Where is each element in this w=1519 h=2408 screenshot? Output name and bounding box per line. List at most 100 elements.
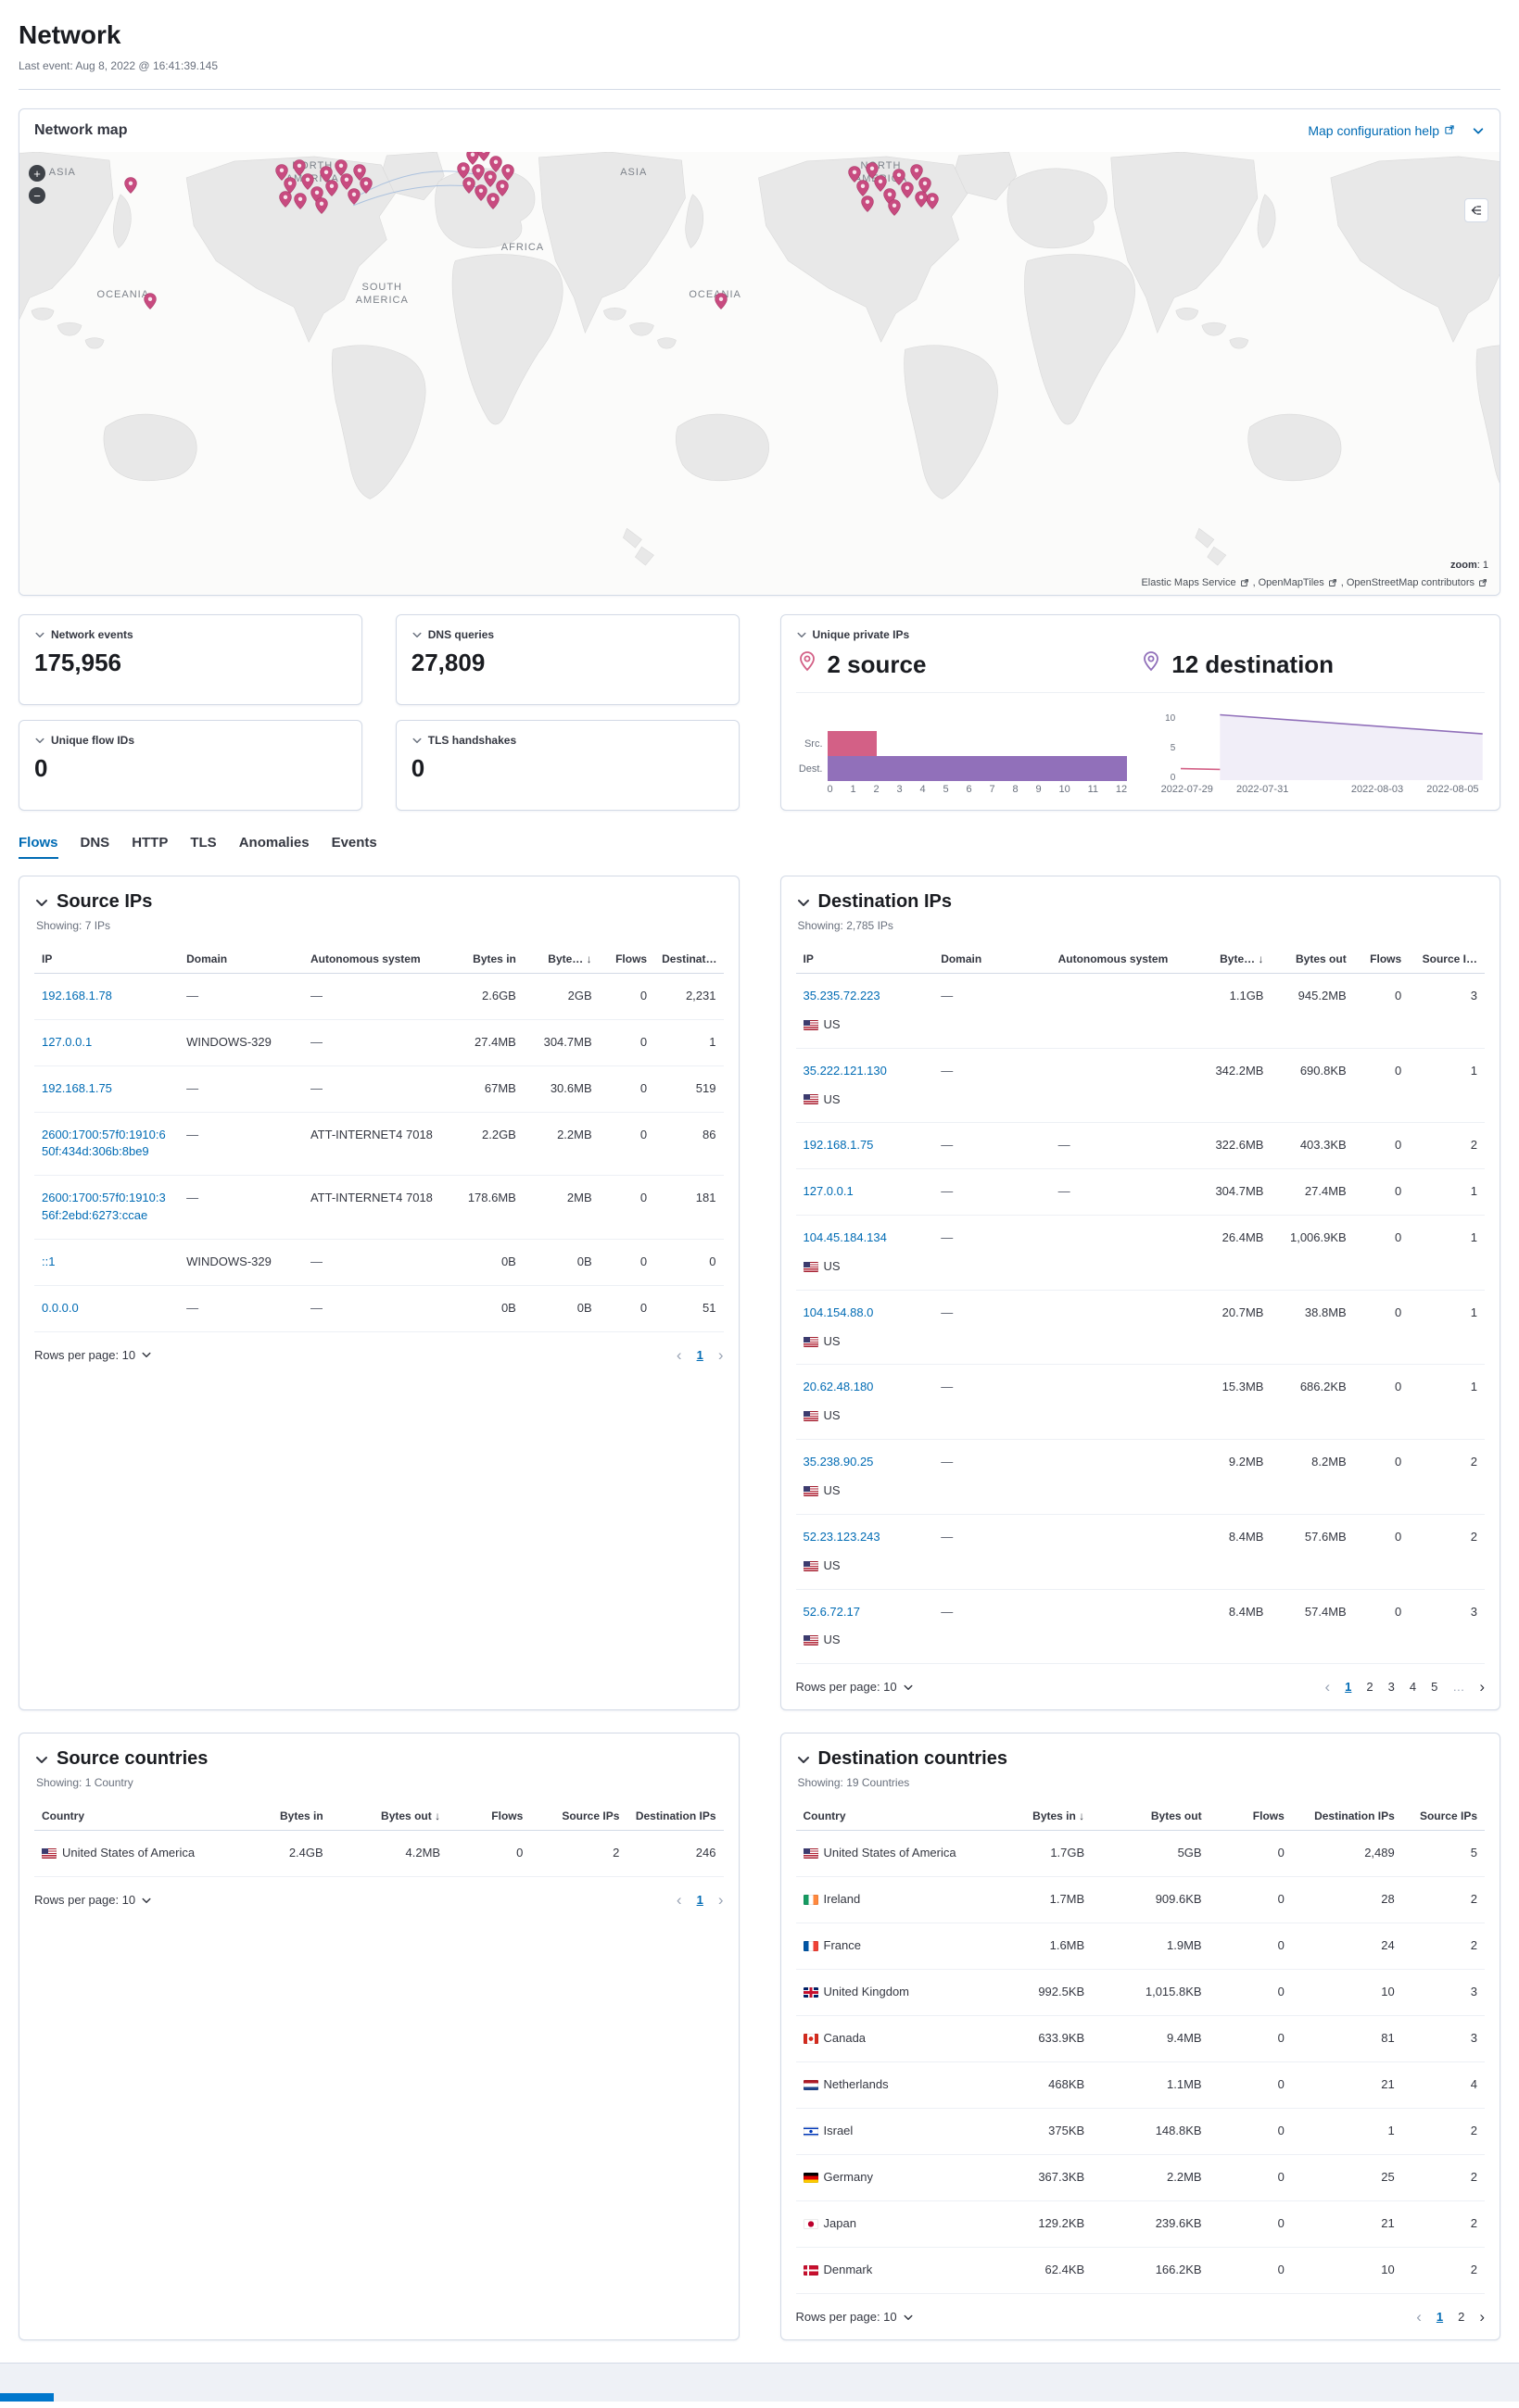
page-5-button[interactable]: 5 [1431, 1680, 1438, 1695]
next-page-button[interactable]: › [1479, 1678, 1485, 1696]
map-pin-icon[interactable] [874, 175, 888, 192]
map-legend-collapse-button[interactable] [1464, 198, 1488, 222]
chevron-down-icon[interactable] [34, 895, 49, 910]
map-pin-icon[interactable] [848, 166, 861, 183]
previous-page-button[interactable]: ‹ [676, 1345, 682, 1364]
map-pin-icon[interactable] [489, 155, 502, 172]
attribution-elastic-maps-link[interactable]: Elastic Maps Service [1141, 577, 1236, 588]
map-pin-icon[interactable] [495, 179, 509, 196]
column-header-flows[interactable]: Flows [1353, 947, 1410, 974]
ip-link[interactable]: 192.168.1.75 [42, 1080, 112, 1095]
column-header-destination-ips[interactable]: Destination IPs [1291, 1804, 1402, 1832]
column-header-destination-ips[interactable]: Destination IPs [627, 1804, 724, 1832]
tab-dns[interactable]: DNS [80, 835, 110, 851]
map-pin-icon[interactable] [861, 195, 874, 212]
map-pin-icon[interactable] [359, 177, 373, 195]
ip-link[interactable]: 192.168.1.75 [803, 1138, 874, 1153]
map-pin-icon[interactable] [866, 161, 879, 179]
dest-bar[interactable] [827, 756, 1128, 781]
map-zoom-out-button[interactable]: − [29, 187, 45, 204]
ip-link[interactable]: 104.154.88.0 [803, 1305, 874, 1319]
tab-anomalies[interactable]: Anomalies [238, 835, 310, 851]
map-pin-icon[interactable] [457, 161, 470, 179]
map-configuration-help-link[interactable]: Map configuration help [1308, 123, 1455, 138]
unique-flow-ids-label[interactable]: Unique flow IDs [34, 734, 347, 747]
map-pin-icon[interactable] [348, 188, 361, 206]
page-1-button[interactable]: 1 [1345, 1680, 1352, 1695]
column-header-ip[interactable]: IP [795, 947, 934, 974]
map-pin-icon[interactable] [856, 179, 869, 196]
tab-tls[interactable]: TLS [190, 835, 217, 851]
map-pin-icon[interactable] [340, 172, 353, 190]
map-pin-icon[interactable] [293, 159, 306, 177]
map-pin-icon[interactable] [353, 164, 366, 181]
ip-link[interactable]: 35.235.72.223 [803, 989, 880, 1002]
column-header-destinat-[interactable]: Destinat… [654, 947, 724, 974]
map-pin-icon[interactable] [124, 177, 137, 195]
column-header-country[interactable]: Country [34, 1804, 228, 1832]
map-pin-icon[interactable] [477, 152, 490, 161]
ip-link[interactable]: 52.23.123.243 [803, 1529, 880, 1544]
map-pin-icon[interactable] [143, 292, 157, 309]
timeline-flyout-handle[interactable] [0, 2393, 54, 2402]
column-header-flows[interactable]: Flows [448, 1804, 531, 1832]
next-page-button[interactable]: › [1479, 2308, 1485, 2326]
column-header-autonomous-system[interactable]: Autonomous system [302, 947, 449, 974]
dns-queries-label[interactable]: DNS queries [411, 628, 724, 641]
map-pin-icon[interactable] [484, 170, 497, 188]
map-pin-icon[interactable] [926, 193, 940, 210]
previous-page-button[interactable]: ‹ [1416, 2308, 1422, 2326]
map-zoom-in-button[interactable]: + [29, 165, 45, 182]
map-pin-icon[interactable] [465, 152, 479, 166]
ip-link[interactable]: 35.238.90.25 [803, 1455, 874, 1469]
page-2-button[interactable]: 2 [1458, 2310, 1465, 2325]
column-header-domain[interactable]: Domain [933, 947, 1051, 974]
column-header-ip[interactable]: IP [34, 947, 180, 974]
map-pin-icon[interactable] [475, 183, 487, 201]
map-pin-icon[interactable] [472, 164, 485, 181]
map-pin-icon[interactable] [274, 164, 288, 181]
page-1-button[interactable]: 1 [696, 1347, 703, 1362]
map-pin-icon[interactable] [901, 182, 914, 199]
ip-link[interactable]: 127.0.0.1 [803, 1184, 854, 1199]
rows-per-page-select[interactable]: Rows per page: 10 [34, 1348, 152, 1362]
tab-flows[interactable]: Flows [19, 835, 58, 859]
tls-handshakes-label[interactable]: TLS handshakes [411, 734, 724, 747]
map-pin-icon[interactable] [294, 193, 308, 210]
column-header-domain[interactable]: Domain [179, 947, 303, 974]
map-canvas[interactable]: ASIANORTHAMERICAASIAAFRICASOUTHAMERICAOC… [19, 152, 1500, 595]
column-header-flows[interactable]: Flows [599, 947, 655, 974]
page-3-button[interactable]: 3 [1387, 1680, 1395, 1695]
map-pin-icon[interactable] [315, 197, 328, 214]
map-pin-icon[interactable] [334, 159, 348, 177]
ip-link[interactable]: 35.222.121.130 [803, 1063, 887, 1078]
map-pin-icon[interactable] [301, 172, 315, 190]
page-1-button[interactable]: 1 [696, 1893, 703, 1908]
unique-private-ips-label[interactable]: Unique private IPs [796, 628, 1486, 641]
ip-link[interactable]: 127.0.0.1 [42, 1034, 93, 1049]
attribution-openstreetmap-link[interactable]: OpenStreetMap contributors [1346, 577, 1475, 588]
ip-link[interactable]: 2600:1700:57f0:1910:650f:434d:306b:8be9 [42, 1127, 166, 1159]
tab-events[interactable]: Events [331, 835, 377, 851]
page-2-button[interactable]: 2 [1366, 1680, 1373, 1695]
ip-link[interactable]: 52.6.72.17 [803, 1604, 860, 1619]
column-header-autonomous-system[interactable]: Autonomous system [1050, 947, 1189, 974]
column-header-bytes-out[interactable]: Bytes out [1271, 947, 1354, 974]
next-page-button[interactable]: › [717, 1891, 724, 1910]
map-pin-icon[interactable] [715, 292, 728, 309]
rows-per-page-select[interactable]: Rows per page: 10 [796, 2310, 914, 2324]
map-pin-icon[interactable] [910, 164, 923, 181]
page-1-button[interactable]: 1 [1436, 2310, 1444, 2325]
map-pin-icon[interactable] [319, 166, 333, 183]
column-header-flows[interactable]: Flows [1209, 1804, 1292, 1832]
chevron-down-icon[interactable] [796, 1752, 811, 1767]
ip-link[interactable]: 2600:1700:57f0:1910:356f:2ebd:6273:ccae [42, 1191, 166, 1223]
map-pin-icon[interactable] [914, 190, 928, 208]
column-header-bytes-in[interactable]: Bytes in [227, 1804, 331, 1832]
map-pin-icon[interactable] [325, 179, 338, 196]
network-events-label[interactable]: Network events [34, 628, 347, 641]
tab-http[interactable]: HTTP [132, 835, 169, 851]
map-panel-collapse-button[interactable] [1472, 124, 1485, 137]
map-pin-icon[interactable] [462, 177, 476, 195]
column-header-byte-[interactable]: Byte… ↓ [523, 947, 600, 974]
